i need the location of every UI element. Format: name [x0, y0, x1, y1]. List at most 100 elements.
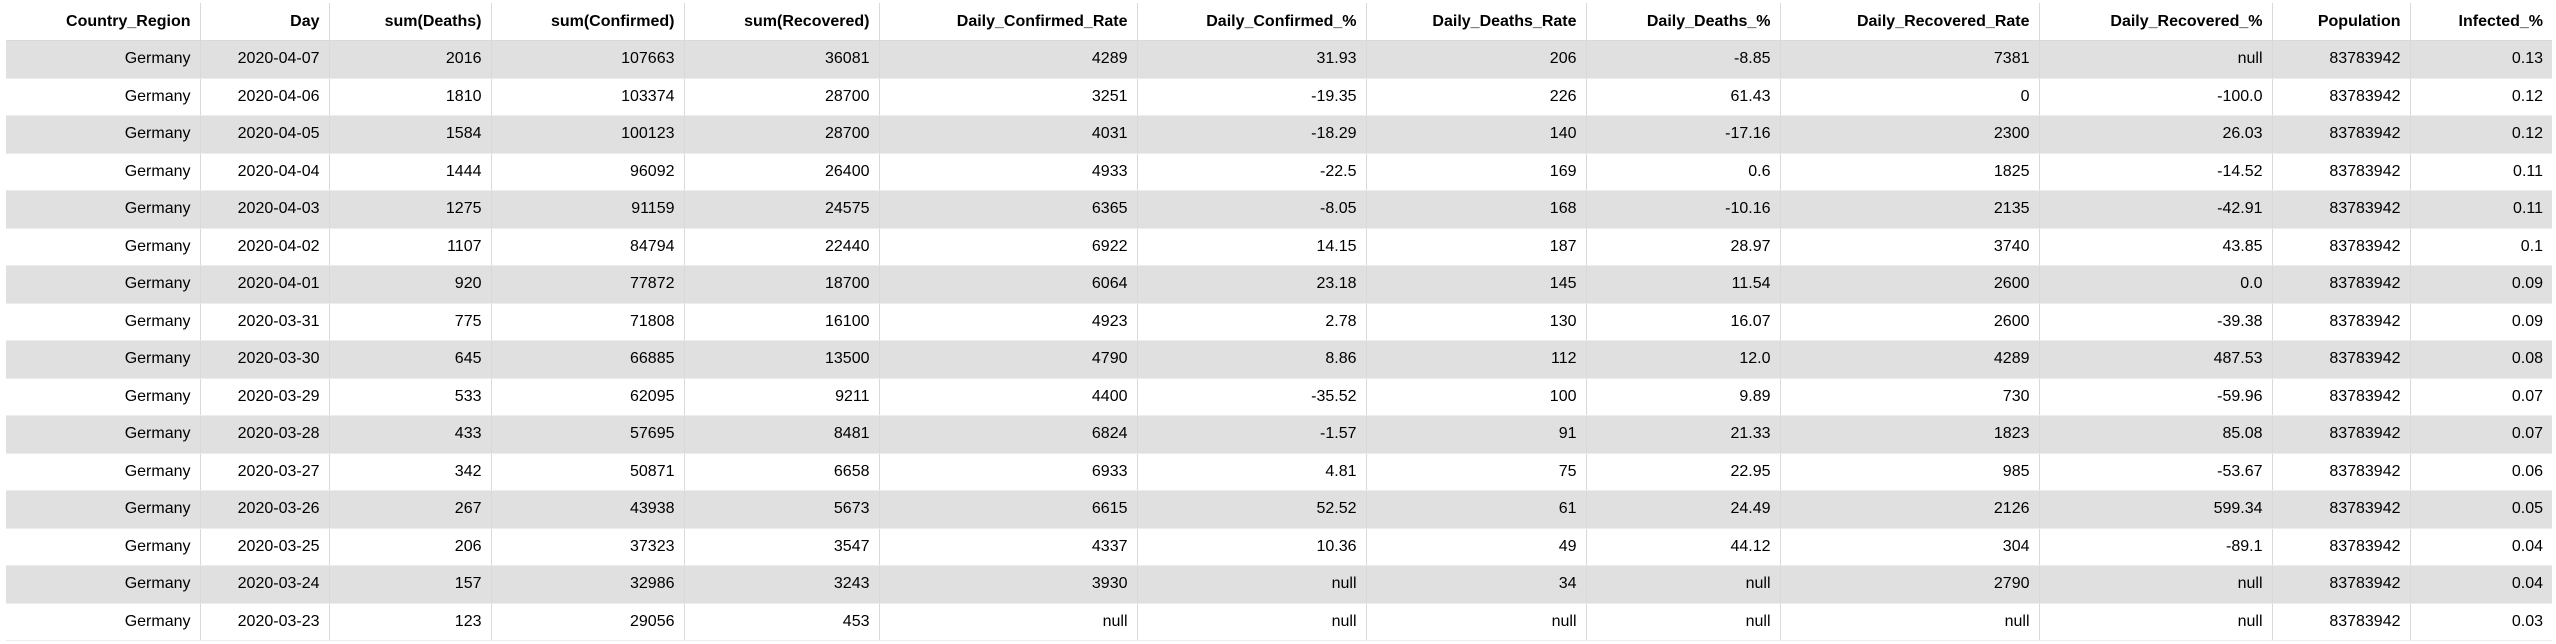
table-cell: 645: [329, 340, 492, 379]
table-cell: 2020-03-30: [200, 340, 330, 379]
table-cell: 4400: [879, 378, 1138, 416]
table-cell: 0.05: [2410, 490, 2552, 529]
table-cell: 775: [329, 303, 492, 341]
table-cell: null: [1366, 603, 1587, 641]
column-header[interactable]: Daily_Recovered_Rate: [1780, 3, 2040, 41]
table-cell: 14.15: [1137, 228, 1367, 266]
table-cell: Germany: [6, 340, 201, 379]
table-cell: 43938: [491, 490, 685, 529]
table-cell: 43.85: [2039, 228, 2273, 266]
table-cell: 83783942: [2272, 340, 2411, 379]
table-cell: 112: [1366, 340, 1587, 379]
table-row: Germany 2020-03-28 433 57695 8481 6824 -1.57 91…: [6, 415, 2552, 454]
column-header[interactable]: Daily_Deaths_%: [1586, 3, 1781, 41]
table-cell: 32986: [491, 565, 685, 604]
column-header[interactable]: Population: [2272, 3, 2411, 41]
column-header[interactable]: sum(Recovered): [684, 3, 880, 41]
table-cell: 5673: [684, 490, 880, 529]
table-cell: 7381: [1780, 40, 2040, 79]
table-cell: 66885: [491, 340, 685, 379]
table-cell: 83783942: [2272, 303, 2411, 341]
table-cell: 0.07: [2410, 415, 2552, 454]
table-cell: 83783942: [2272, 40, 2411, 79]
table-cell: 0.12: [2410, 115, 2552, 154]
column-header[interactable]: Daily_Confirmed_%: [1137, 3, 1367, 41]
column-header[interactable]: sum(Deaths): [329, 3, 492, 41]
table-cell: 61.43: [1586, 78, 1781, 116]
table-cell: 83783942: [2272, 528, 2411, 566]
table-cell: Germany: [6, 378, 201, 416]
table-cell: 267: [329, 490, 492, 529]
column-header[interactable]: Country_Region: [6, 3, 201, 41]
table-cell: 50871: [491, 453, 685, 491]
table-cell: 2020-03-23: [200, 603, 330, 641]
table-cell: 52.52: [1137, 490, 1367, 529]
table-cell: 83783942: [2272, 190, 2411, 229]
table-cell: 49: [1366, 528, 1587, 566]
table-cell: 2020-03-25: [200, 528, 330, 566]
table-cell: 22.95: [1586, 453, 1781, 491]
table-cell: Germany: [6, 565, 201, 604]
table-row: Germany 2020-03-26 267 43938 5673 6615 52.52 61…: [6, 490, 2552, 529]
table-cell: 16.07: [1586, 303, 1781, 341]
table-cell: 169: [1366, 153, 1587, 191]
table-cell: 61: [1366, 490, 1587, 529]
table-cell: 6658: [684, 453, 880, 491]
table-cell: 103374: [491, 78, 685, 116]
table-cell: 83783942: [2272, 565, 2411, 604]
table-cell: 0.11: [2410, 153, 2552, 191]
column-header[interactable]: Daily_Deaths_Rate: [1366, 3, 1587, 41]
table-cell: 2020-03-31: [200, 303, 330, 341]
table-cell: 145: [1366, 265, 1587, 304]
table-cell: 0.13: [2410, 40, 2552, 79]
table-cell: 1584: [329, 115, 492, 154]
table-cell: 1810: [329, 78, 492, 116]
table-cell: 57695: [491, 415, 685, 454]
table-cell: 0.06: [2410, 453, 2552, 491]
table-cell: 28700: [684, 115, 880, 154]
table-row: Germany 2020-04-02 1107 84794 22440 6922 14.15…: [6, 228, 2552, 266]
table-cell: 1275: [329, 190, 492, 229]
table-cell: -14.52: [2039, 153, 2273, 191]
table-cell: -8.85: [1586, 40, 1781, 79]
table-cell: 2020-04-02: [200, 228, 330, 266]
table-cell: 0.04: [2410, 565, 2552, 604]
table-cell: -8.05: [1137, 190, 1367, 229]
table-cell: 533: [329, 378, 492, 416]
column-header[interactable]: sum(Confirmed): [491, 3, 685, 41]
table-cell: 16100: [684, 303, 880, 341]
table-cell: 920: [329, 265, 492, 304]
table-cell: 4933: [879, 153, 1138, 191]
column-header[interactable]: Daily_Recovered_%: [2039, 3, 2273, 41]
table-cell: Germany: [6, 190, 201, 229]
table-row: Germany 2020-04-05 1584 100123 28700 4031 -18.…: [6, 115, 2552, 154]
table-cell: 2790: [1780, 565, 2040, 604]
table-cell: Germany: [6, 40, 201, 79]
table-cell: 96092: [491, 153, 685, 191]
table-cell: 168: [1366, 190, 1587, 229]
table-cell: 6922: [879, 228, 1138, 266]
table-cell: 140: [1366, 115, 1587, 154]
table-cell: 83783942: [2272, 453, 2411, 491]
table-cell: 10.36: [1137, 528, 1367, 566]
table-cell: 157: [329, 565, 492, 604]
table-cell: 83783942: [2272, 603, 2411, 641]
table-cell: 1825: [1780, 153, 2040, 191]
column-header[interactable]: Day: [200, 3, 330, 41]
table-row: Germany 2020-04-01 920 77872 18700 6064 23.18 1…: [6, 265, 2552, 304]
table-cell: null: [879, 603, 1138, 641]
table-cell: 85.08: [2039, 415, 2273, 454]
results-table: Country_Region Day sum(Deaths) sum(Confirme…: [6, 3, 2552, 641]
table-cell: -35.52: [1137, 378, 1367, 416]
table-cell: 34: [1366, 565, 1587, 604]
table-row: Germany 2020-03-24 157 32986 3243 3930 null 34 n…: [6, 565, 2552, 604]
column-header[interactable]: Daily_Confirmed_Rate: [879, 3, 1138, 41]
table-cell: 4923: [879, 303, 1138, 341]
table-cell: 62095: [491, 378, 685, 416]
table-cell: 26400: [684, 153, 880, 191]
table-cell: 13500: [684, 340, 880, 379]
column-header[interactable]: Infected_%: [2410, 3, 2552, 41]
table-cell: 453: [684, 603, 880, 641]
table-cell: -10.16: [1586, 190, 1781, 229]
table-cell: 0.03: [2410, 603, 2552, 641]
